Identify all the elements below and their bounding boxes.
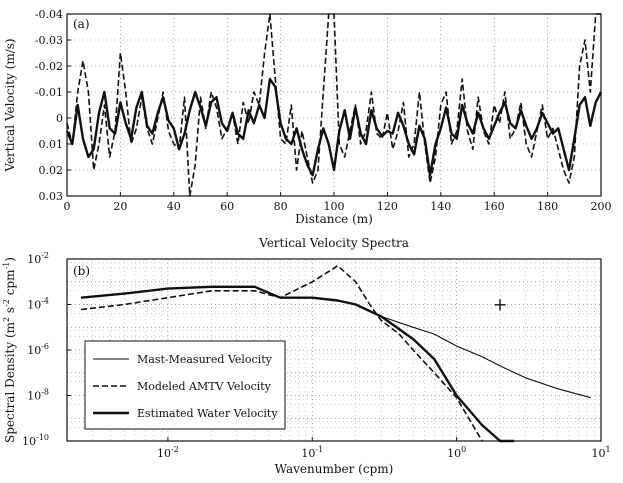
panel-b-label: (b) (73, 264, 90, 278)
y-tick-label: 10-4 (27, 297, 49, 312)
y-tick-label: 10-10 (22, 433, 49, 448)
x-tick-label: 80 (274, 200, 288, 213)
panel-b-series: + (80, 265, 591, 443)
x-tick-exponent: 1 (605, 445, 610, 454)
series-line-measured (65, 77, 603, 177)
x-tick-base: 10 (301, 447, 315, 460)
legend-label: Estimated Water Velocity (137, 407, 278, 420)
ylabel-part: Spectral Density (m (3, 321, 17, 443)
panel-b-legend: Mast-Measured Velocity Modeled AMTV Veloc… (84, 340, 286, 430)
y-tick-label: -0.02 (35, 60, 63, 73)
ylabel-part: ) (3, 257, 17, 262)
x-tick-label: 10-2 (157, 445, 179, 460)
x-tick-label: 100 (447, 445, 466, 460)
y-tick-label: 10-6 (27, 342, 49, 357)
x-tick-exponent: -2 (171, 445, 179, 454)
panel-a-label: (a) (73, 17, 90, 31)
x-tick-label: 60 (220, 200, 234, 213)
y-tick-base: 10 (22, 435, 36, 448)
ylabel-sup: -1 (2, 262, 11, 270)
x-tick-label: 10-1 (301, 445, 323, 460)
y-tick-label: 10-8 (27, 388, 49, 403)
y-tick-label: 10-2 (27, 251, 49, 266)
y-tick-label: -0.01 (35, 86, 63, 99)
y-tick-label: 0.01 (39, 138, 64, 151)
y-tick-label: 0.02 (39, 164, 64, 177)
ylabel-sup: 2 (2, 317, 11, 322)
ylabel-part: cpm (3, 269, 17, 299)
x-tick-base: 10 (157, 447, 171, 460)
y-tick-label: -0.04 (35, 8, 63, 21)
y-tick-label: 0 (56, 112, 63, 125)
x-tick-base: 10 (447, 447, 461, 460)
x-tick-label: 180 (537, 200, 558, 213)
x-tick-label: 100 (324, 200, 345, 213)
ylabel-part: s (3, 307, 17, 317)
y-tick-exponent: -2 (41, 251, 49, 260)
series-line-estimated-water (80, 285, 515, 443)
panel-a-tick-labels: 0 20 40 60 80 100 120 140 160 180 200 -0.04 -0.03 -0.… (35, 8, 612, 213)
y-tick-base: 10 (27, 253, 41, 266)
x-tick-label: 20 (113, 200, 127, 213)
y-tick-base: 10 (27, 344, 41, 357)
x-tick-label: 120 (377, 200, 398, 213)
panel-a-series (65, 13, 603, 197)
x-tick-label: 0 (64, 200, 71, 213)
y-tick-label: -0.03 (35, 34, 63, 47)
panel-a-velocity-chart: 0 20 40 60 80 100 120 140 160 180 200 -0.04 -0.03 -0.… (3, 8, 612, 226)
panel-a-y-axis-label: Vertical Velocity (m/s) (3, 38, 17, 172)
panel-b-spectra-chart: Vertical Velocity Spectra + 10-2 10-1 100 1… (2, 236, 611, 476)
panel-b-y-axis-label: Spectral Density (m2 s-2 cpm-1) (2, 257, 17, 443)
legend-label: Mast-Measured Velocity (137, 353, 273, 366)
panel-b-title: Vertical Velocity Spectra (258, 236, 409, 250)
plus-marker: + (493, 295, 508, 316)
legend-label: Modeled AMTV Velocity (137, 380, 272, 393)
series-line-modeled-amtv (80, 265, 483, 442)
panel-b-frame (66, 258, 602, 442)
x-tick-label: 140 (430, 200, 451, 213)
x-tick-label: 200 (591, 200, 612, 213)
y-tick-label: 0.03 (39, 190, 64, 203)
x-tick-label: 101 (591, 445, 610, 460)
y-tick-base: 10 (27, 299, 41, 312)
y-tick-exponent: -4 (41, 297, 49, 306)
panel-a-frame (66, 13, 602, 197)
legend-box (84, 340, 286, 430)
y-tick-base: 10 (27, 390, 41, 403)
x-tick-exponent: 0 (461, 445, 466, 454)
y-tick-exponent: -10 (36, 433, 49, 442)
ylabel-sup: -2 (2, 299, 11, 307)
x-tick-label: 160 (484, 200, 505, 213)
panel-a-x-axis-label: Distance (m) (295, 212, 373, 226)
y-tick-exponent: -6 (41, 342, 49, 351)
x-tick-label: 40 (167, 200, 181, 213)
y-tick-exponent: -8 (41, 388, 49, 397)
x-tick-exponent: -1 (315, 445, 323, 454)
panel-b-x-axis-label: Wavenumber (cpm) (275, 462, 394, 476)
x-tick-base: 10 (591, 447, 605, 460)
